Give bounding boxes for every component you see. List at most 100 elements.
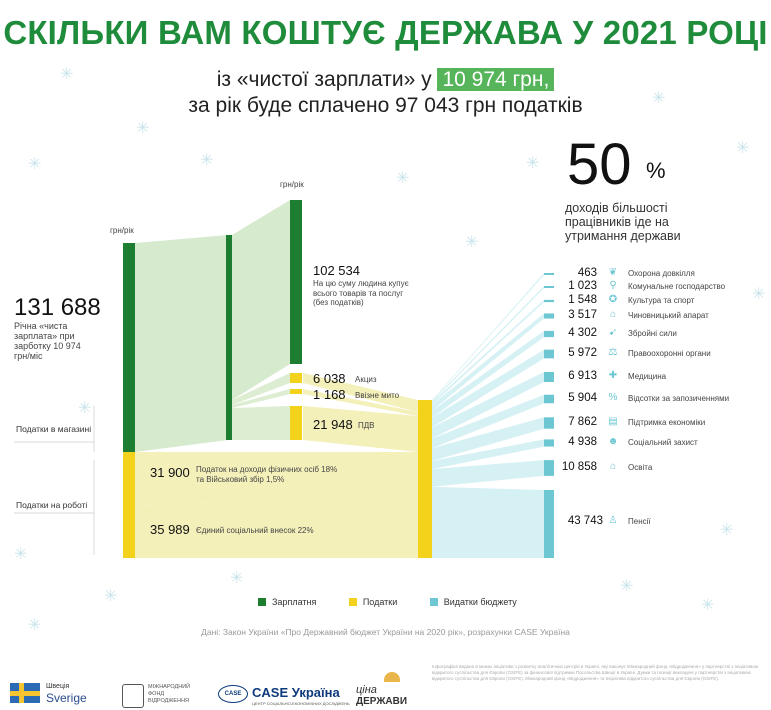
vat-value: 21 948: [313, 417, 353, 432]
budget-value: 5 972: [568, 347, 597, 359]
budget-bar: [544, 394, 554, 404]
budget-flow: [432, 330, 544, 418]
legend-label: Податки: [362, 597, 398, 607]
snowflake-icon: ✳: [736, 140, 750, 157]
snowflake-icon: ✳: [720, 522, 734, 539]
budget-label: Чиновницький апарат: [628, 311, 709, 320]
budget-flow: [432, 394, 544, 449]
budget-value: 1 023: [568, 280, 597, 292]
flow-salary-to-middle: [135, 235, 228, 452]
case-name: CASE Україна: [252, 685, 340, 700]
snowflake-icon: ✳: [526, 155, 540, 172]
legend-item: Податки: [348, 597, 398, 607]
percent-icon: %: [608, 392, 618, 403]
budget-value: 6 913: [568, 370, 597, 382]
subtitle-line-1: із «чистої зарплати» у 10 974 грн,: [0, 68, 771, 92]
snowflake-icon: ✳: [230, 570, 244, 587]
sweden-bottom-text: Sverige: [46, 691, 87, 705]
middle-bar: [226, 235, 232, 440]
share-value: 50: [567, 132, 632, 197]
sankey-chart: [123, 200, 554, 558]
budget-flow: [432, 460, 544, 487]
budget-value: 5 904: [568, 392, 597, 404]
snowflake-icon: ✳: [28, 617, 42, 634]
budget-flow: [432, 273, 544, 401]
budget-bar: [544, 273, 554, 275]
salary-value: 131 688: [14, 294, 101, 321]
budget-value: 463: [577, 267, 597, 279]
faucet-icon: ⚲: [609, 280, 617, 291]
esv-value: 35 989: [150, 522, 190, 537]
irf-logo-icon: [122, 684, 144, 708]
budget-label: Комунальне господарство: [628, 282, 726, 291]
budget-value: 3 517: [568, 309, 597, 321]
import-bar: [290, 389, 302, 394]
share-text: доходів більшості працівників іде на утр…: [565, 201, 681, 243]
budget-bar: [544, 439, 554, 447]
flow-middle-to-import: [232, 389, 290, 408]
snowflake-icon: ✳: [136, 120, 150, 137]
chart-icon: ▤: [608, 416, 618, 427]
budget-label: Освіта: [628, 463, 653, 472]
excise-value: 6 038: [313, 371, 346, 386]
share-unit: %: [646, 158, 666, 183]
snowflake-icon: ✳: [396, 170, 410, 187]
source-note: Дані: Закон України «Про Державний бюдже…: [201, 627, 570, 637]
legend-label: Зарплатня: [272, 597, 317, 607]
budget-label: Підтримка економіки: [628, 418, 706, 427]
budget-bar: [544, 330, 554, 338]
vat-label: ПДВ: [358, 421, 375, 430]
pit-label: Податок на доходи фізичних осіб 18% та В…: [196, 465, 338, 484]
budget-bar: [544, 286, 554, 288]
snowflake-icon: ✳: [28, 156, 42, 173]
flow-middle-to-vat: [232, 406, 290, 440]
leaf-icon: ❦: [608, 267, 618, 278]
legend-swatch: [429, 598, 438, 606]
case-sub: ЦЕНТР СОЦІАЛЬНО-ЕКОНОМІЧНИХ ДОСЛІДЖЕНЬ: [252, 701, 350, 706]
flow-esv-to-taxes: [135, 500, 418, 558]
tsina-logo-icon: [384, 672, 400, 682]
flow-excise-to-taxes: [303, 373, 418, 412]
budget-label: Відсотки за запозиченнями: [628, 394, 730, 403]
scales-icon: ⚖: [608, 347, 618, 358]
legend: Зарплатня Податки Видатки бюджету: [258, 592, 545, 610]
import-value: 1 168: [313, 387, 346, 402]
legend-swatch: [258, 598, 266, 606]
budget-flow: [432, 417, 544, 462]
excise-label: Акциз: [355, 375, 377, 384]
irf-text: МІЖНАРОДНИЙ ФОНД ВІДРОДЖЕННЯ: [148, 684, 191, 704]
legend-item: Видатки бюджету: [429, 597, 517, 607]
budget-bar: [544, 299, 554, 303]
legend-label: Видатки бюджету: [443, 597, 517, 607]
budget-bar: [544, 371, 554, 383]
medicine-icon: ✚: [608, 370, 618, 381]
page-title: СКІЛЬКИ ВАМ КОШТУЄ ДЕРЖАВА У 2021 РОЦІ: [3, 14, 768, 51]
spending-bar: [290, 200, 302, 364]
budget-flow: [432, 486, 544, 558]
budget-value: 1 548: [568, 294, 597, 306]
budget-bar: [544, 460, 554, 476]
pensioner-icon: ♙: [608, 515, 618, 526]
tsina-bottom: ДЕРЖАВИ: [356, 696, 408, 707]
budget-value: 10 858: [561, 461, 597, 473]
tsina-top: ціна: [356, 684, 377, 696]
flow-middle-to-excise: [232, 373, 290, 405]
fineprint: Інфографіка видана в межах ініціативи з …: [432, 664, 759, 681]
salary-bar: [123, 243, 135, 452]
flow-middle-to-spending: [232, 200, 290, 400]
salary-tax-bar: [123, 452, 135, 558]
legend-swatch: [348, 598, 357, 606]
salary-unit-label: грн/рік: [110, 226, 134, 235]
budget-label: Пенсії: [628, 517, 651, 526]
snowflake-icon: ✳: [60, 66, 74, 83]
taxes-node-bar: [418, 400, 432, 558]
budget-label: Медицина: [628, 372, 667, 381]
subtitle-highlight: 10 974 грн,: [437, 68, 555, 91]
subtitle-prefix: із «чистої зарплати» у: [216, 68, 432, 91]
side-bracket: [14, 406, 95, 555]
sweden-top-text: Швеція: [46, 683, 70, 690]
snowflake-icon: ✳: [620, 578, 634, 595]
budget-value: 7 862: [568, 416, 597, 428]
subtitle-line-2: за рік буде сплачено 97 043 грн податків: [188, 94, 583, 117]
budget-label: Збройні сили: [628, 329, 677, 338]
